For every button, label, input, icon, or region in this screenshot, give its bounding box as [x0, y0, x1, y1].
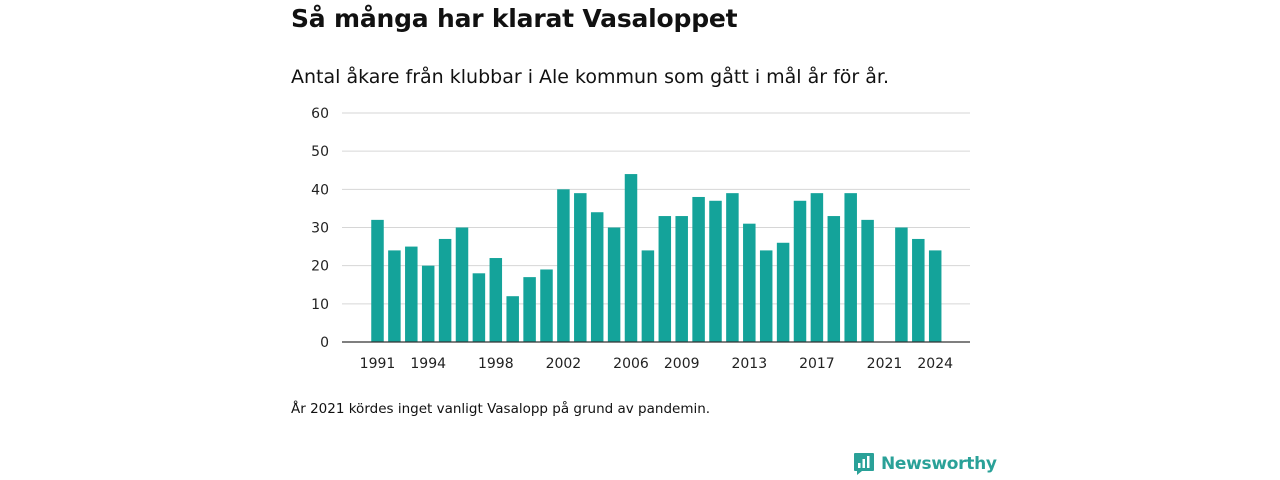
bar-1993 [405, 246, 418, 342]
x-tick-label: 2009 [664, 356, 700, 372]
bar-2010 [692, 196, 705, 342]
bar-2016 [793, 200, 807, 342]
footnote: År 2021 kördes inget vanligt Vasalopp på… [291, 401, 711, 417]
x-tick-label: 2013 [731, 356, 767, 372]
bar-2004 [590, 212, 604, 342]
x-tick-label: 1991 [360, 356, 396, 372]
bar-1998 [489, 258, 503, 342]
bar-2001 [540, 269, 553, 342]
bar-1994 [421, 265, 435, 342]
y-tick-label: 30 [311, 221, 329, 237]
y-axis: 0 10 20 30 40 50 60 [311, 106, 329, 351]
bar-2020 [861, 219, 874, 342]
bar-2000 [523, 277, 536, 342]
bar-2019 [844, 193, 857, 342]
x-tick-label: 2006 [613, 356, 649, 372]
grid-lines [342, 112, 970, 305]
chart-title: Så många har klarat Vasaloppet [291, 4, 738, 33]
x-tick-label: 1998 [478, 356, 514, 372]
bar-2008 [658, 216, 672, 342]
bar-1996 [455, 227, 469, 342]
bar-2003 [574, 193, 587, 342]
bar-2005 [607, 227, 621, 342]
bar-1992 [388, 250, 401, 342]
y-tick-label: 20 [311, 259, 329, 275]
y-tick-label: 40 [311, 182, 329, 198]
bar-2013 [743, 223, 756, 342]
bar-2015 [776, 242, 790, 342]
x-tick-label: 2002 [546, 356, 582, 372]
bar-2018 [827, 216, 841, 342]
bar-2007 [641, 250, 655, 342]
bar-2022 [895, 227, 908, 342]
bar-1997 [472, 273, 486, 342]
bar-1999 [506, 296, 519, 342]
x-tick-label: 2021 [867, 356, 903, 372]
bar-2023 [912, 238, 925, 342]
bar-1991 [371, 219, 384, 342]
bar-2012 [726, 193, 739, 342]
bar-2011 [709, 200, 722, 342]
bar-2002 [557, 189, 570, 342]
x-tick-label: 1994 [410, 356, 446, 372]
bar-2024 [928, 250, 942, 342]
y-tick-label: 60 [311, 106, 329, 122]
x-tick-label: 2024 [917, 356, 953, 372]
x-tick-label: 2017 [799, 356, 835, 372]
x-axis: 1991 1994 1998 2002 2006 2009 2013 2017 2021 2024 [360, 356, 953, 372]
y-tick-label: 0 [320, 335, 329, 351]
newsworthy-logo-icon [854, 453, 874, 475]
bar-chart: 0 10 20 30 40 50 60 1991 1994 1998 2002 2006 2009 20… [311, 106, 970, 372]
bar-2014 [759, 250, 773, 342]
bar-2017 [810, 193, 824, 342]
bar-2009 [675, 216, 688, 342]
y-tick-label: 50 [311, 144, 329, 160]
brand-logo[interactable]: Newsworthy [853, 452, 997, 476]
bars [371, 174, 942, 342]
bar-2006 [624, 174, 638, 342]
bar-1995 [438, 238, 452, 342]
chart-subtitle: Antal åkare från klubbar i Ale kommun so… [291, 66, 890, 88]
brand-name: Newsworthy [881, 454, 997, 474]
y-tick-label: 10 [311, 297, 329, 313]
